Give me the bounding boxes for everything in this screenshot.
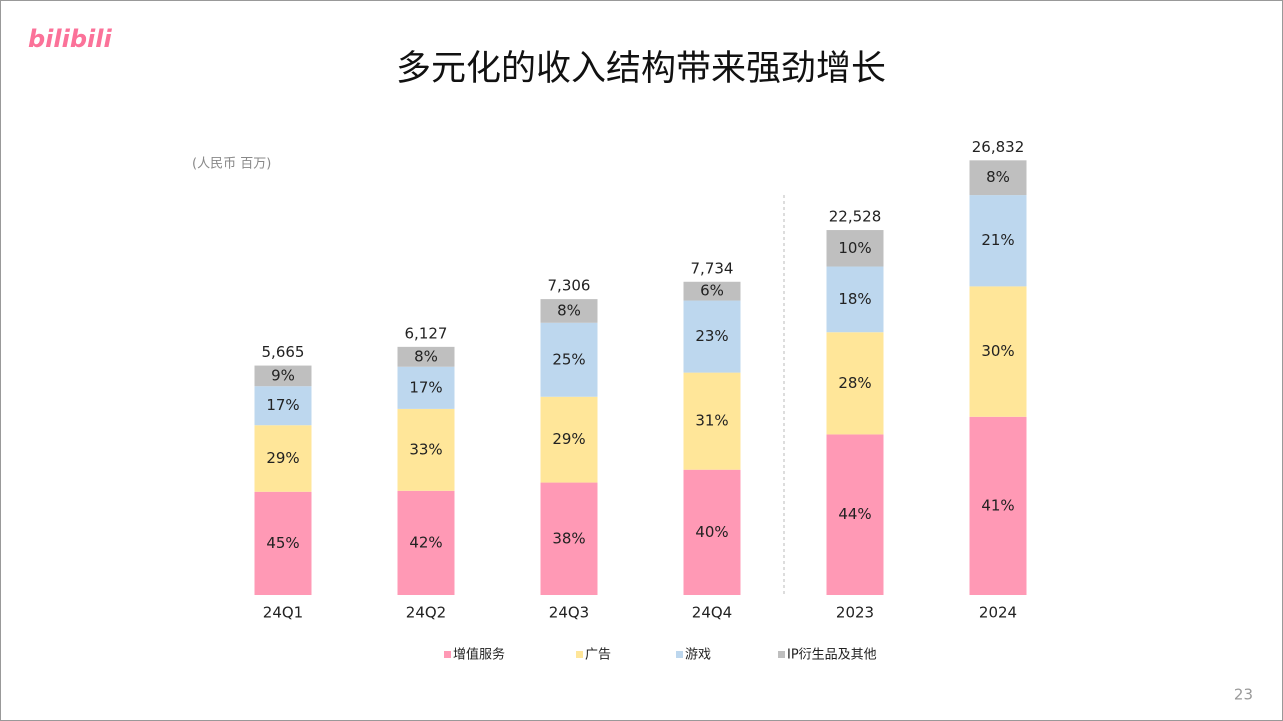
segment-label: 23% xyxy=(695,327,728,345)
bar-segment xyxy=(683,469,741,595)
legend-swatch xyxy=(576,651,583,658)
x-tick-label: 24Q2 xyxy=(406,604,446,622)
bar-segment xyxy=(540,396,598,483)
total-label: 6,127 xyxy=(405,324,448,342)
bar-segment xyxy=(683,372,741,470)
legend-label: 广告 xyxy=(585,648,611,663)
segment-label: 31% xyxy=(695,412,728,430)
total-label: 5,665 xyxy=(262,343,305,361)
legend-swatch xyxy=(778,651,785,658)
total-label: 22,528 xyxy=(829,208,882,226)
segment-label: 29% xyxy=(266,449,299,467)
segment-label: 10% xyxy=(838,239,871,257)
segment-label: 40% xyxy=(695,523,728,541)
bar-segment xyxy=(969,286,1027,417)
page-number: 23 xyxy=(1234,686,1253,704)
segment-label: 25% xyxy=(552,350,585,368)
bar-segment xyxy=(826,332,884,435)
segment-label: 30% xyxy=(981,342,1014,360)
bar-segment xyxy=(254,365,312,387)
bar-segment xyxy=(254,386,312,426)
bar-segment xyxy=(826,266,884,333)
bar-segment xyxy=(683,300,741,373)
segment-label: 8% xyxy=(557,301,581,319)
slide-title: 多元化的收入结构带来强劲增长 xyxy=(396,49,886,89)
bar-segment xyxy=(397,346,455,367)
segment-label: 45% xyxy=(266,534,299,552)
legend-label: 增值服务 xyxy=(453,647,505,663)
x-tick-label: 24Q1 xyxy=(263,604,303,622)
bar-segment xyxy=(969,416,1027,595)
bar-segment xyxy=(826,230,884,267)
segment-label: 33% xyxy=(409,440,442,458)
segment-label: 28% xyxy=(838,374,871,392)
segment-label: 8% xyxy=(414,347,438,365)
bar-segment xyxy=(540,482,598,595)
segment-label: 8% xyxy=(986,168,1010,186)
segment-label: 38% xyxy=(552,529,585,547)
x-tick-label: 2023 xyxy=(836,604,874,622)
segment-label: 9% xyxy=(271,366,295,384)
bar-segment xyxy=(969,195,1027,287)
total-label: 7,734 xyxy=(691,259,734,277)
bar-segment xyxy=(683,281,741,301)
bar-segment xyxy=(540,299,598,323)
x-tick-label: 24Q3 xyxy=(549,604,589,622)
bar-segment xyxy=(254,425,312,492)
bar-segment xyxy=(826,434,884,595)
segment-label: 17% xyxy=(266,396,299,414)
segment-label: 21% xyxy=(981,231,1014,249)
segment-label: 18% xyxy=(838,290,871,308)
segment-label: 29% xyxy=(552,430,585,448)
bar-segment xyxy=(254,491,312,595)
legend-label: IP衍生品及其他 xyxy=(787,648,877,663)
segment-label: 6% xyxy=(700,282,724,300)
legend-swatch xyxy=(676,651,683,658)
x-tick-label: 24Q4 xyxy=(692,604,732,622)
total-label: 26,832 xyxy=(972,138,1025,156)
logo: bilibili xyxy=(28,25,112,53)
bar-segment xyxy=(397,408,455,491)
x-tick-label: 2024 xyxy=(979,604,1017,622)
unit-note: (人民币 百万) xyxy=(192,157,271,172)
segment-label: 41% xyxy=(981,496,1014,514)
segment-label: 42% xyxy=(409,533,442,551)
legend-label: 游戏 xyxy=(685,648,711,663)
segment-label: 17% xyxy=(409,378,442,396)
bar-segment xyxy=(540,322,598,397)
bar-segment xyxy=(969,160,1027,196)
total-label: 7,306 xyxy=(548,277,591,295)
segment-label: 44% xyxy=(838,505,871,523)
bar-segment xyxy=(397,490,455,595)
bar-segment xyxy=(397,366,455,409)
legend-swatch xyxy=(444,651,451,658)
